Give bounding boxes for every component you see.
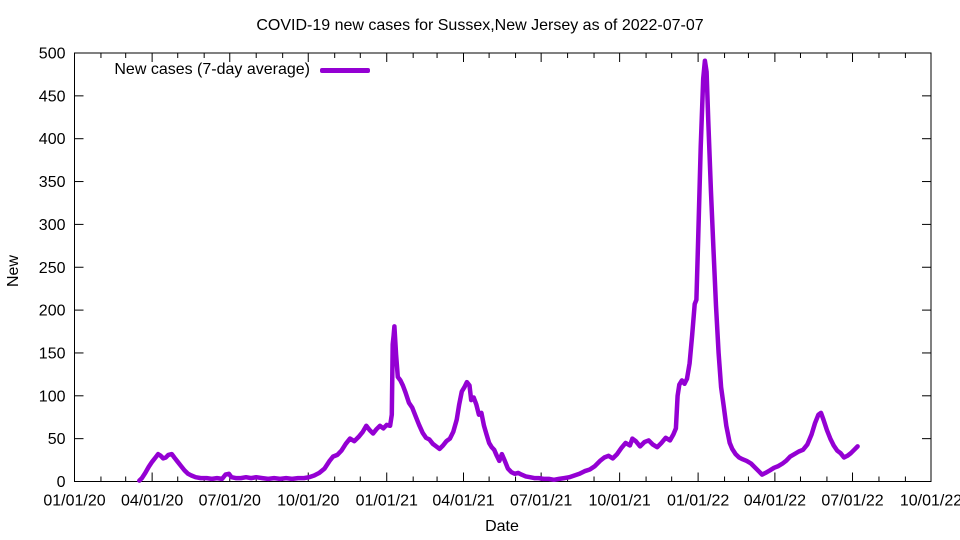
x-tick-label: 04/01/21 [432, 493, 494, 510]
y-tick-label: 100 [39, 388, 66, 405]
x-tick-label: 07/01/21 [510, 493, 572, 510]
x-tick-label: 04/01/22 [744, 493, 806, 510]
x-tick-label: 07/01/20 [199, 493, 261, 510]
x-tick-label: 10/01/20 [277, 493, 339, 510]
y-tick-label: 150 [39, 345, 66, 362]
x-tick-label: 10/01/22 [900, 493, 960, 510]
y-axis-title: New [5, 255, 22, 288]
y-tick-label: 400 [39, 131, 66, 148]
legend: New cases (7-day average) [74, 61, 370, 79]
legend-label: New cases (7-day average) [114, 61, 310, 78]
x-tick-label: 01/01/21 [356, 493, 418, 510]
y-tick-label: 200 [39, 303, 66, 320]
x-tick-label: 10/01/21 [588, 493, 650, 510]
y-tick-label: 350 [39, 174, 66, 191]
y-tick-label: 500 [39, 46, 66, 63]
y-tick-label: 50 [48, 431, 66, 448]
y-tick-label: 300 [39, 217, 66, 234]
y-tick-label: 0 [57, 474, 66, 491]
x-axis-title: Date [485, 518, 519, 535]
legend-line-sample [320, 67, 370, 73]
x-tick-label: 04/01/20 [121, 493, 183, 510]
y-tick-label: 450 [39, 88, 66, 105]
x-tick-label: 01/01/20 [43, 493, 105, 510]
x-tick-label: 01/01/22 [667, 493, 729, 510]
plot-border [74, 52, 932, 482]
new-cases-line [137, 58, 860, 483]
y-tick-label: 250 [39, 260, 66, 277]
x-tick-label: 07/01/22 [821, 493, 883, 510]
chart-title: COVID-19 new cases for Sussex,New Jersey… [256, 17, 704, 34]
